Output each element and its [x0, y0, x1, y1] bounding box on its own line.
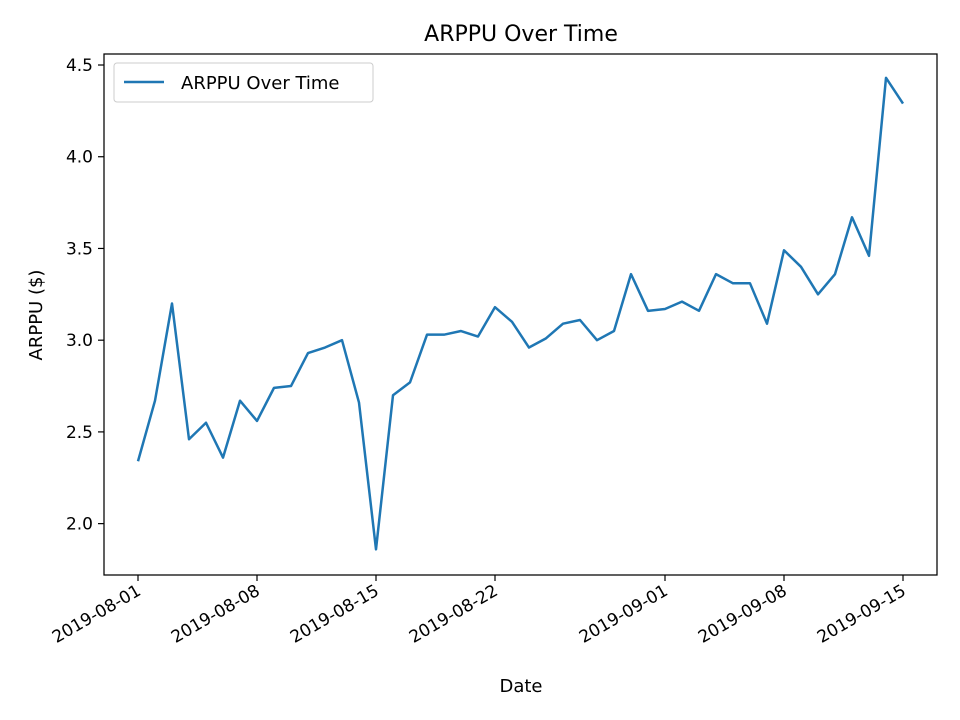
x-axis-label: Date [499, 676, 542, 697]
chart-title: ARPPU Over Time [424, 22, 618, 47]
y-tick-label: 3.0 [66, 331, 93, 351]
y-tick-label: 2.5 [66, 423, 93, 443]
x-tick-label: 2019-08-08 [168, 581, 264, 648]
y-tick-label: 4.5 [66, 56, 93, 76]
y-axis: 2.0 2.5 3.0 3.5 4.0 4.5 [66, 56, 104, 535]
x-tick-label: 2019-09-01 [576, 581, 672, 648]
legend-label: ARPPU Over Time [181, 73, 340, 94]
x-tick-label: 2019-08-01 [49, 581, 145, 648]
y-axis-label: ARPPU ($) [26, 270, 47, 361]
plot-frame [103, 53, 938, 576]
x-tick-label: 2019-08-15 [287, 581, 383, 648]
x-tick-label: 2019-08-22 [406, 581, 502, 648]
x-tick-label: 2019-09-15 [814, 581, 910, 648]
legend-box [113, 62, 374, 103]
y-tick-label: 4.0 [66, 148, 93, 168]
plot-area [103, 53, 938, 576]
y-tick-label: 3.5 [66, 239, 93, 259]
y-tick-label: 2.0 [66, 515, 93, 535]
legend: ARPPU Over Time [113, 62, 374, 103]
series-line-arppu [136, 76, 905, 551]
x-axis: 2019-08-01 2019-08-08 2019-08-15 2019-08-22… [49, 575, 910, 648]
x-tick-label: 2019-09-08 [695, 581, 791, 648]
